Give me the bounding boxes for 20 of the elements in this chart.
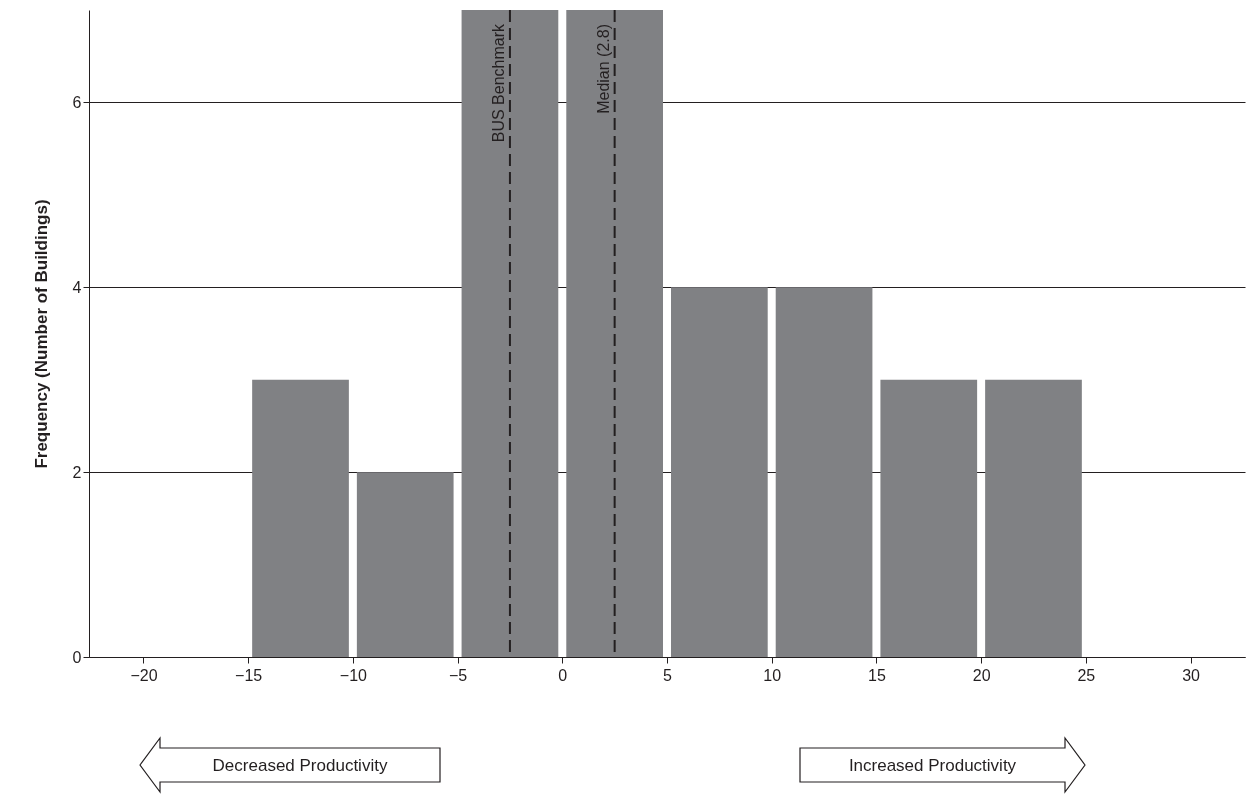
- y-axis-title: Frequency (Number of Buildings): [31, 199, 51, 469]
- x-tick-label: 15: [868, 666, 886, 684]
- text: Increased Productivity: [848, 756, 1017, 775]
- x-tick-label: 0: [558, 666, 568, 684]
- x-tick-label: 10: [763, 666, 782, 684]
- x-tick-label: −10: [339, 666, 368, 684]
- y-tick-label: 6: [72, 93, 82, 111]
- x-tick-label: −20: [130, 666, 158, 684]
- x-tick-label: 30: [1182, 666, 1201, 684]
- x-tick-label: 5: [663, 666, 673, 684]
- y-tick-label: 2: [72, 463, 82, 481]
- y-tick-label: 0: [72, 648, 82, 666]
- text: Decreased Productivity: [212, 756, 388, 775]
- x-tick-label: 20: [972, 666, 991, 684]
- ref-line-label: Median (2.8): [594, 24, 612, 114]
- ref-line-label: BUS Benchmark: [489, 23, 507, 143]
- x-tick-label: −5: [448, 666, 468, 684]
- x-tick-label: 25: [1077, 666, 1096, 684]
- y-tick-label: 4: [72, 278, 82, 296]
- x-tick-label: −15: [235, 666, 263, 684]
